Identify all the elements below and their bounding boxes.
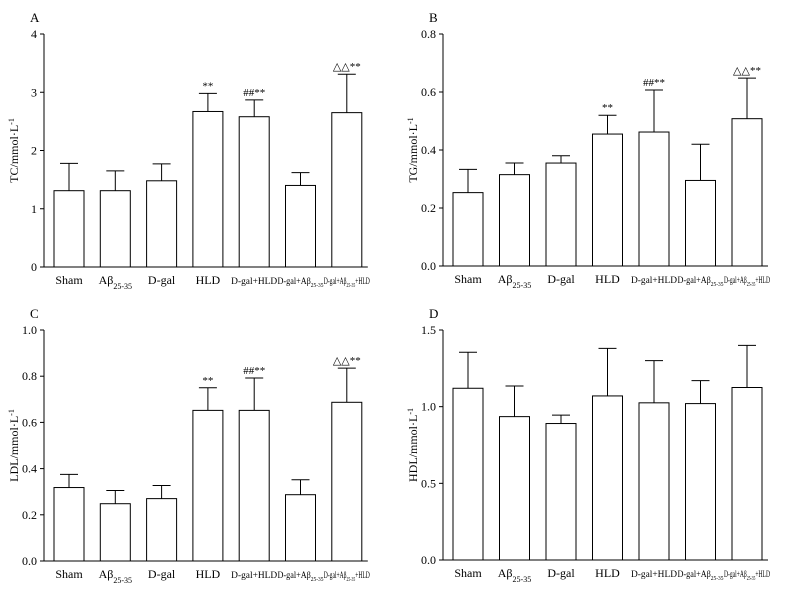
y-tick-label: 0.0 bbox=[22, 554, 37, 568]
significance-label: ** bbox=[202, 375, 213, 387]
bar bbox=[545, 423, 577, 561]
x-tick-label: Aβ25-35 bbox=[99, 567, 132, 585]
bar bbox=[638, 402, 670, 561]
bar bbox=[592, 395, 623, 561]
x-tick-label: D-gal+Aβ25-35+HLD bbox=[724, 569, 770, 582]
y-tick-label: 3 bbox=[31, 85, 37, 99]
bar bbox=[238, 409, 270, 562]
significance-label: ** bbox=[202, 80, 213, 92]
bar bbox=[99, 190, 131, 268]
bar bbox=[331, 112, 363, 268]
x-tick-label: D-gal+HLD bbox=[631, 275, 678, 285]
x-tick-label: D-gal+HLD bbox=[231, 570, 278, 580]
y-axis-title: TG/mmol·L-1 bbox=[406, 117, 421, 182]
bar bbox=[685, 179, 716, 267]
bar bbox=[192, 409, 224, 562]
y-tick-label: 1.5 bbox=[421, 323, 436, 337]
x-tick-label: D-gal+HLD bbox=[631, 569, 678, 579]
chart-panel-b: B 0.0 0.2 0.4 0.6 0.8 TG/mmol·L-1 Sham Aβ25-35 D-… bbox=[406, 10, 771, 290]
x-tick-label: HLD bbox=[595, 566, 620, 580]
chart-panel-a: A 0 1 2 3 4 TC/mmol·L-1 Sham Aβ25-35 D-gal ** HLD ##… bbox=[7, 10, 371, 291]
significance-label: ##** bbox=[243, 87, 265, 99]
bar bbox=[499, 174, 530, 267]
chart-panel-d: D 0.0 0.5 1.0 1.5 HDL/mmol·L-1 Sham Aβ25-35 D-ga… bbox=[406, 306, 771, 584]
x-tick-label: Aβ25-35 bbox=[498, 566, 531, 584]
significance-label: ##** bbox=[243, 365, 265, 377]
x-tick-label: D-gal+Aβ25-35 bbox=[278, 276, 324, 289]
bar bbox=[53, 487, 85, 562]
x-tick-label: HLD bbox=[196, 567, 221, 581]
y-tick-label: 0.6 bbox=[22, 415, 37, 429]
bar bbox=[192, 110, 224, 268]
x-tick-label: D-gal+Aβ25-35 bbox=[278, 570, 324, 583]
bar bbox=[238, 116, 270, 268]
bar bbox=[146, 498, 178, 562]
panel-label: A bbox=[30, 10, 40, 25]
x-tick-label: Sham bbox=[454, 566, 482, 580]
bar bbox=[331, 401, 363, 562]
y-tick-label: 0.4 bbox=[421, 143, 436, 157]
x-tick-label: Sham bbox=[454, 272, 482, 286]
panel-label: C bbox=[30, 306, 39, 321]
y-axis-title: LDL/mmol·L-1 bbox=[7, 409, 22, 482]
y-tick-label: 1.0 bbox=[22, 323, 37, 337]
x-tick-label: Sham bbox=[55, 273, 83, 287]
x-tick-label: D-gal+Aβ25-35 bbox=[678, 275, 724, 288]
bar bbox=[545, 162, 577, 267]
x-tick-label: D-gal+Aβ25-35 bbox=[678, 569, 724, 582]
x-tick-label: D-gal bbox=[148, 273, 176, 287]
y-tick-label: 0.5 bbox=[421, 476, 436, 490]
y-tick-label: 0.2 bbox=[22, 508, 37, 522]
bar bbox=[285, 184, 316, 268]
y-tick-label: 0.2 bbox=[421, 201, 436, 215]
significance-label: △△** bbox=[333, 355, 361, 367]
significance-label: ##** bbox=[643, 77, 665, 89]
bar bbox=[146, 180, 178, 268]
x-tick-label: HLD bbox=[196, 273, 221, 287]
y-tick-label: 0.0 bbox=[421, 259, 436, 273]
bar bbox=[731, 387, 763, 561]
y-tick-label: 0.4 bbox=[22, 462, 37, 476]
x-tick-label: Aβ25-35 bbox=[99, 273, 132, 291]
y-tick-label: 0.0 bbox=[421, 553, 436, 567]
y-axis-title: HDL/mmol·L-1 bbox=[406, 408, 421, 482]
bar bbox=[685, 403, 716, 561]
panel-label: B bbox=[429, 10, 438, 25]
bar bbox=[499, 416, 530, 561]
bar bbox=[285, 494, 316, 562]
chart-panel-c: C 0.0 0.2 0.4 0.6 0.8 1.0 LDL/mmol·L-1 Sham Aβ25-… bbox=[7, 306, 371, 585]
y-tick-label: 0.8 bbox=[22, 369, 37, 383]
x-tick-label: D-gal bbox=[547, 272, 575, 286]
significance-label: △△** bbox=[333, 61, 361, 73]
y-tick-label: 0.8 bbox=[421, 27, 436, 41]
bar bbox=[53, 190, 85, 268]
x-tick-label: Sham bbox=[55, 567, 83, 581]
y-axis-title: TC/mmol·L-1 bbox=[7, 118, 22, 183]
bar bbox=[592, 133, 623, 267]
bar bbox=[452, 387, 484, 561]
x-tick-label: D-gal+Aβ25-35+HLD bbox=[324, 276, 370, 289]
significance-label: ** bbox=[602, 102, 613, 114]
y-tick-label: 2 bbox=[31, 144, 37, 158]
bar bbox=[452, 192, 484, 267]
panel-label: D bbox=[429, 306, 438, 321]
x-tick-label: HLD bbox=[595, 272, 620, 286]
x-tick-label: Aβ25-35 bbox=[498, 272, 531, 290]
y-tick-label: 0 bbox=[31, 260, 37, 274]
significance-label: △△** bbox=[733, 65, 761, 77]
y-tick-label: 1 bbox=[31, 202, 37, 216]
x-tick-label: D-gal+HLD bbox=[231, 276, 278, 286]
y-tick-label: 4 bbox=[31, 27, 37, 41]
y-tick-label: 0.6 bbox=[421, 85, 436, 99]
x-tick-label: D-gal bbox=[547, 566, 575, 580]
y-tick-label: 1.0 bbox=[421, 400, 436, 414]
bar bbox=[731, 118, 763, 267]
bar bbox=[99, 503, 131, 562]
x-tick-label: D-gal+Aβ25-35+HLD bbox=[324, 570, 370, 583]
bar bbox=[638, 131, 670, 267]
x-tick-label: D-gal bbox=[148, 567, 176, 581]
x-tick-label: D-gal+Aβ25-35+HLD bbox=[724, 275, 770, 288]
